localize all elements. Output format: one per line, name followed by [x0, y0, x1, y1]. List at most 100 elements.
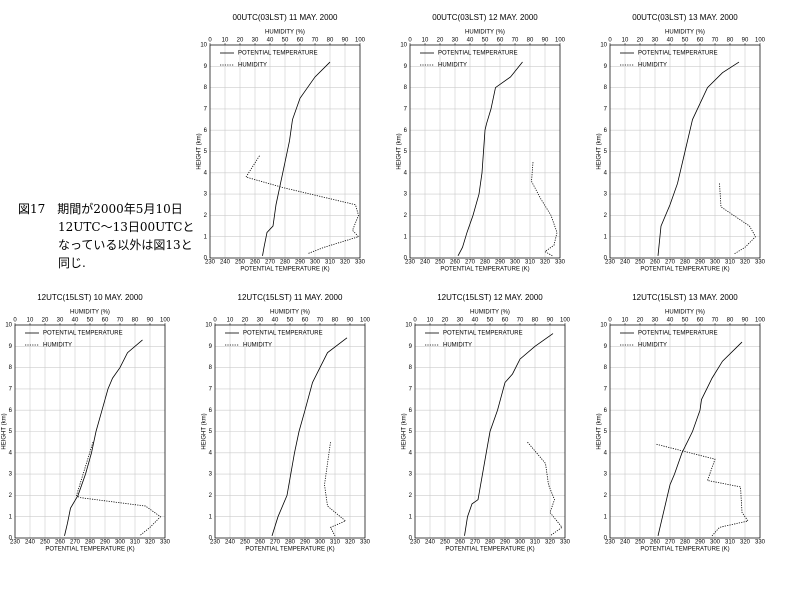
x2-tick-label: 30: [57, 318, 64, 324]
y-tick-label: 0: [9, 536, 13, 542]
x2-tick-label: 80: [132, 318, 139, 324]
x-tick-label: 280: [85, 540, 96, 546]
caption-line: 同じ.: [58, 256, 86, 270]
x-tick-label: 280: [485, 540, 496, 546]
x2-tick-label: 100: [755, 38, 766, 44]
x2-tick-label: 100: [355, 38, 366, 44]
x-axis-label: POTENTIAL TEMPERATURE (K): [640, 547, 729, 553]
x-tick-label: 240: [425, 540, 436, 546]
x2-tick-label: 100: [360, 318, 371, 324]
y-tick-label: 3: [604, 192, 608, 198]
y-tick-label: 0: [604, 256, 608, 262]
legend-label: POTENTIAL TEMPERATURE: [238, 51, 318, 57]
legend-label: POTENTIAL TEMPERATURE: [638, 51, 718, 57]
y-tick-label: 9: [404, 64, 408, 70]
x2-tick-label: 20: [242, 318, 249, 324]
y-tick-label: 5: [409, 429, 413, 435]
y-tick-label: 6: [604, 408, 608, 414]
x2-axis-label: HUMIDITY (%): [665, 310, 705, 316]
x-axis-label: POTENTIAL TEMPERATURE (K): [640, 267, 729, 273]
plot-frame: [609, 44, 761, 259]
y-tick-label: 9: [204, 64, 208, 70]
x2-tick-label: 30: [257, 318, 264, 324]
y-tick-label: 1: [404, 234, 408, 240]
y-tick-label: 3: [204, 192, 208, 198]
y-tick-label: 3: [409, 472, 413, 478]
x2-tick-label: 30: [252, 38, 259, 44]
x2-tick-label: 90: [542, 38, 549, 44]
x2-tick-label: 20: [442, 318, 449, 324]
x-tick-label: 320: [545, 540, 556, 546]
chart-title: 12UTC(15LST) 10 MAY. 2000: [37, 293, 143, 302]
y-tick-label: 7: [209, 386, 213, 392]
plot-frame: [409, 44, 561, 259]
legend-label: HUMIDITY: [438, 63, 467, 69]
x-tick-label: 280: [680, 540, 691, 546]
x2-tick-label: 40: [267, 38, 274, 44]
y-tick-label: 2: [404, 213, 408, 219]
y-tick-label: 6: [204, 128, 208, 134]
x-tick-label: 260: [455, 540, 466, 546]
y-tick-label: 8: [604, 365, 608, 371]
x-tick-label: 250: [440, 540, 451, 546]
profile-line: [271, 337, 348, 536]
x-tick-label: 330: [555, 260, 566, 266]
x2-tick-label: 20: [42, 318, 49, 324]
x2-tick-label: 40: [272, 318, 279, 324]
x2-tick-label: 40: [467, 38, 474, 44]
x2-tick-label: 50: [682, 38, 689, 44]
caption-line: なっている以外は図13と: [58, 238, 193, 252]
x-tick-label: 310: [525, 260, 536, 266]
x-tick-label: 320: [145, 540, 156, 546]
y-tick-label: 4: [404, 170, 408, 176]
y-tick-label: 1: [204, 234, 208, 240]
legend-label: POTENTIAL TEMPERATURE: [438, 51, 518, 57]
x-tick-label: 320: [340, 260, 351, 266]
legend-label: HUMIDITY: [238, 63, 267, 69]
x2-tick-label: 100: [755, 318, 766, 324]
y-tick-label: 4: [604, 170, 608, 176]
plot-frame: [609, 324, 761, 539]
x2-tick-label: 90: [547, 318, 554, 324]
x2-tick-label: 10: [427, 318, 434, 324]
plot-frame: [214, 324, 366, 539]
x-tick-label: 240: [225, 540, 236, 546]
x2-tick-label: 80: [527, 38, 534, 44]
x2-tick-label: 80: [532, 318, 539, 324]
x-tick-label: 280: [285, 540, 296, 546]
x-tick-label: 230: [605, 260, 616, 266]
x2-tick-label: 10: [227, 318, 234, 324]
x2-tick-label: 70: [512, 38, 519, 44]
x-tick-label: 310: [530, 540, 541, 546]
x2-tick-label: 30: [652, 318, 659, 324]
y-tick-label: 8: [204, 85, 208, 91]
y-tick-label: 0: [409, 536, 413, 542]
legend-label: HUMIDITY: [638, 63, 667, 69]
chart-title: 00UTC(03LST) 13 MAY. 2000: [632, 13, 738, 22]
x2-tick-label: 100: [555, 38, 566, 44]
y-tick-label: 10: [205, 323, 212, 329]
legend-label: HUMIDITY: [43, 343, 72, 349]
chart-title: 00UTC(03LST) 11 MAY. 2000: [233, 13, 338, 22]
y-tick-label: 0: [209, 536, 213, 542]
profile-line: [527, 441, 563, 537]
y-tick-label: 9: [209, 344, 213, 350]
x-tick-label: 270: [270, 540, 281, 546]
y-tick-label: 7: [404, 106, 408, 112]
x2-tick-label: 10: [27, 318, 34, 324]
y-tick-label: 6: [9, 408, 13, 414]
x-tick-label: 300: [310, 260, 321, 266]
x-tick-label: 310: [725, 260, 736, 266]
x2-tick-label: 60: [302, 318, 309, 324]
x-tick-label: 270: [465, 260, 476, 266]
x2-tick-label: 0: [13, 318, 17, 324]
x2-tick-label: 90: [342, 38, 349, 44]
y-tick-label: 10: [400, 43, 407, 49]
y-tick-label: 7: [409, 386, 413, 392]
x-tick-label: 320: [740, 260, 751, 266]
x2-tick-label: 80: [332, 318, 339, 324]
x2-tick-label: 80: [727, 38, 734, 44]
x-tick-label: 260: [650, 540, 661, 546]
x2-tick-label: 70: [517, 318, 524, 324]
y-tick-label: 1: [209, 514, 213, 520]
